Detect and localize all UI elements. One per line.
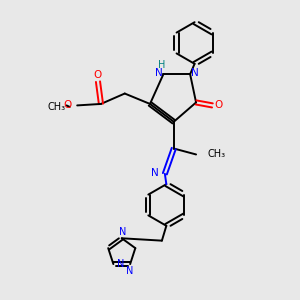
Text: N: N (191, 68, 199, 78)
Text: O: O (215, 100, 223, 110)
Text: O: O (94, 70, 102, 80)
Text: CH₃: CH₃ (47, 102, 65, 112)
Text: O: O (64, 100, 72, 110)
Text: H: H (158, 60, 166, 70)
Text: N: N (126, 266, 133, 276)
Text: N: N (151, 168, 158, 178)
Text: N: N (155, 68, 163, 78)
Text: N: N (119, 227, 126, 237)
Text: N: N (117, 259, 124, 269)
Text: CH₃: CH₃ (207, 149, 226, 160)
